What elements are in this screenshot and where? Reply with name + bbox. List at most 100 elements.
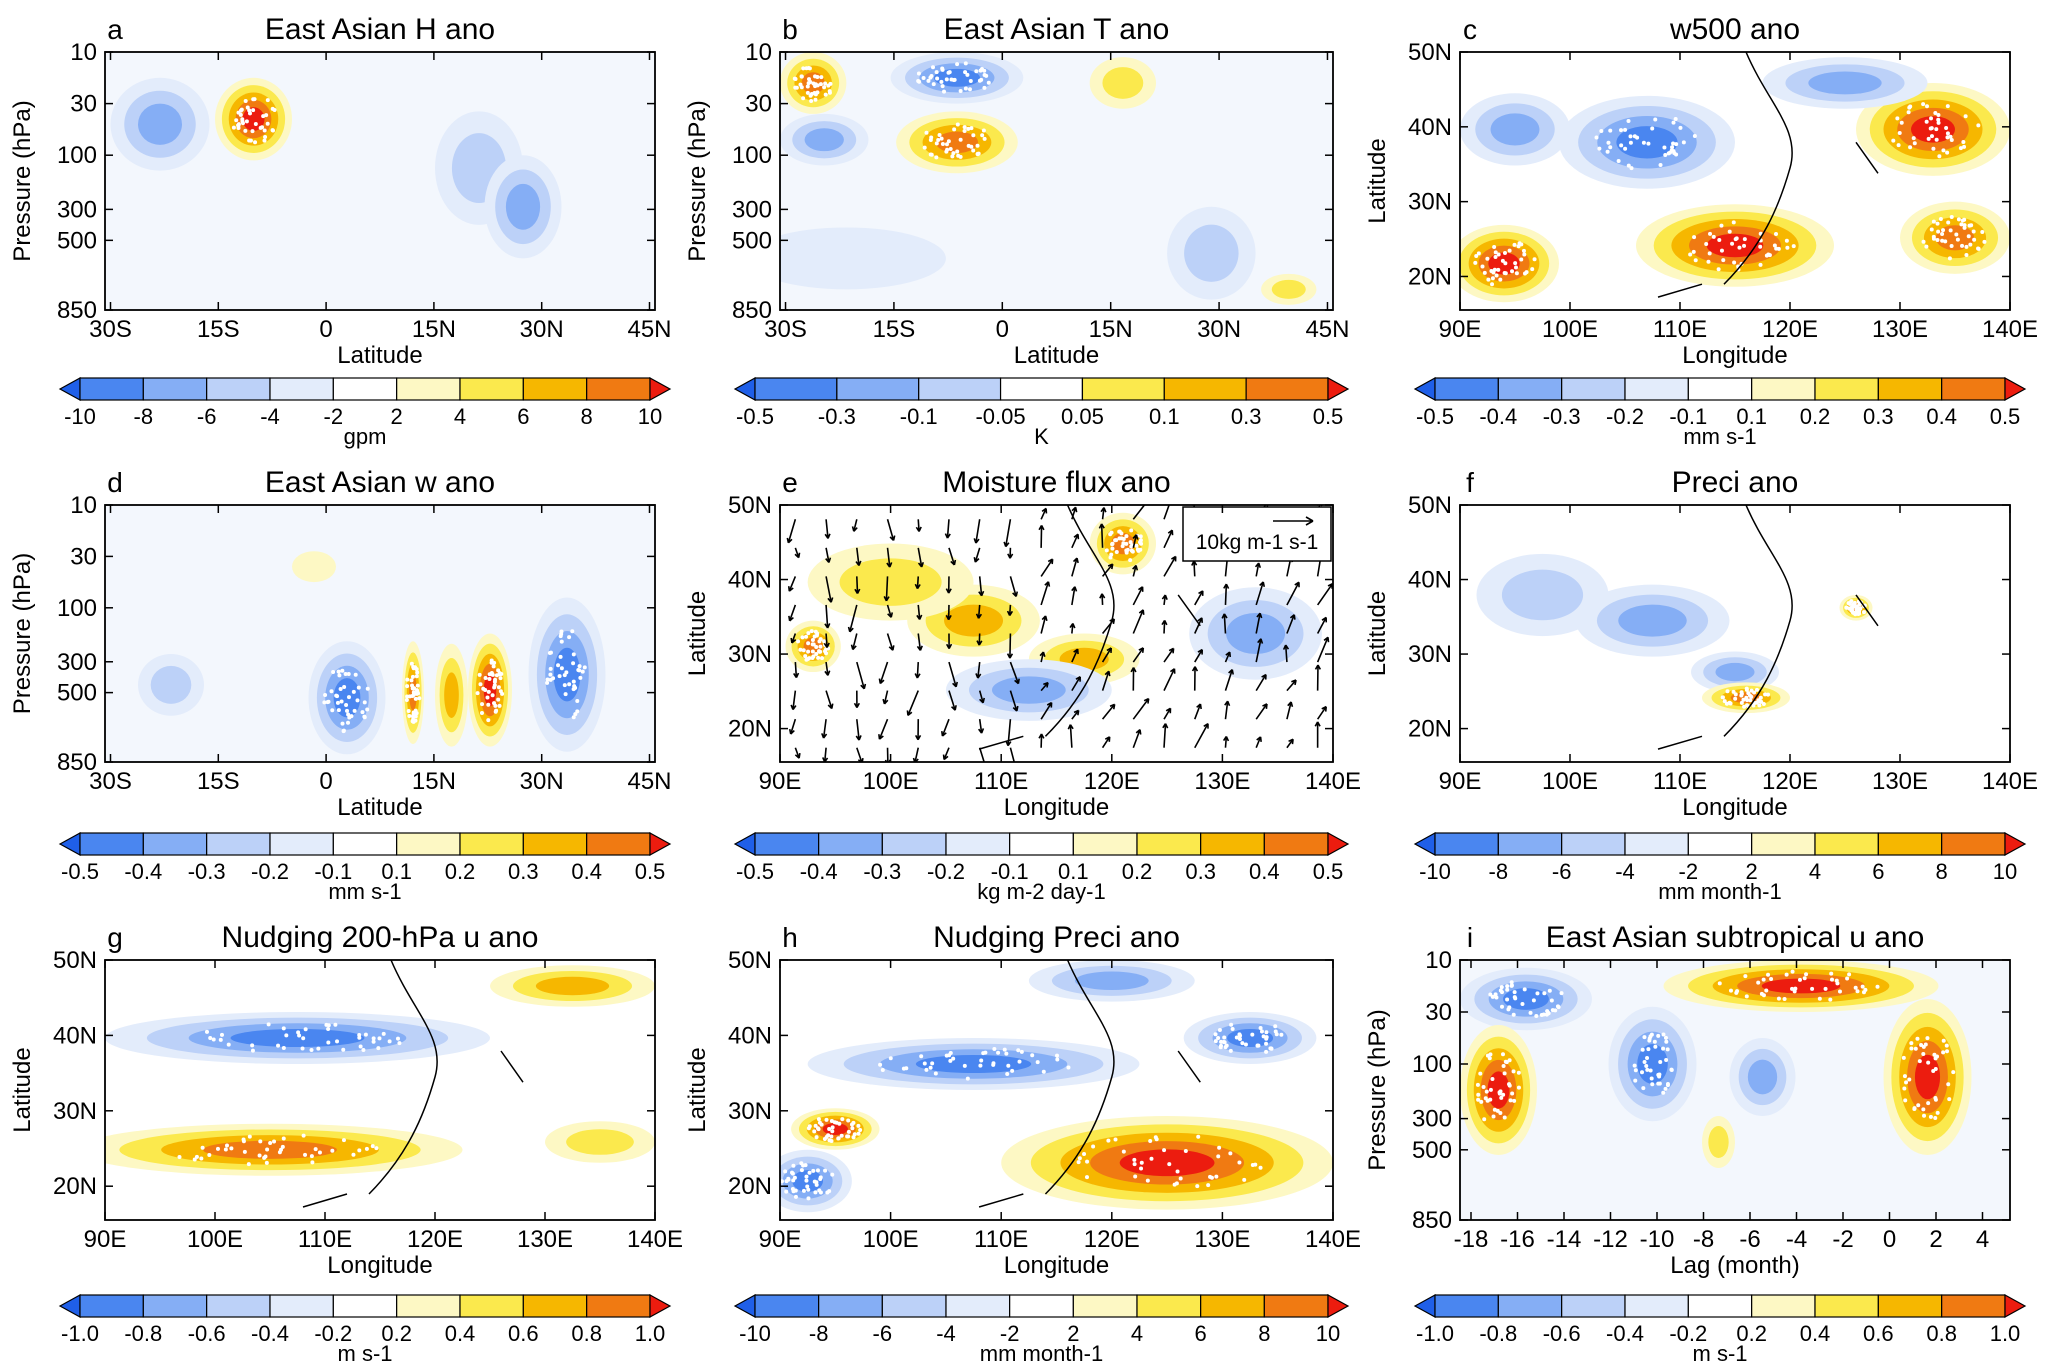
stipple-dot [810, 649, 815, 654]
flux-arrow [1316, 616, 1328, 634]
flux-arrow [1254, 562, 1262, 577]
y-tick-label: 20N [53, 1173, 97, 1200]
flux-arrow [821, 719, 828, 739]
stipple-dot [880, 1067, 885, 1072]
stipple-dot [830, 1129, 835, 1134]
stipple-dot [982, 85, 987, 90]
panel-title: East Asian T ano [944, 13, 1170, 46]
significance-stipple [1901, 1036, 1956, 1121]
stipple-dot [1742, 243, 1747, 248]
stipple-dot [1505, 997, 1510, 1002]
stipple-dot [1731, 220, 1736, 225]
stipple-dot [1744, 687, 1749, 692]
flux-arrow [1163, 668, 1176, 691]
flux-arrow [1071, 557, 1079, 577]
stipple-dot [1915, 1036, 1920, 1041]
stipple-dot [919, 1054, 924, 1059]
stipple-dot [1623, 127, 1628, 132]
contour-neg-0-4 [915, 1054, 1032, 1074]
stipple-dot [1784, 972, 1789, 977]
stipple-dot [1912, 1106, 1917, 1111]
stipple-dot [496, 668, 501, 673]
stipple-dot [208, 1036, 213, 1041]
y-tick-label: 300 [732, 196, 772, 223]
stipple-dot [1647, 1036, 1652, 1041]
contour-pos-4-5 [1914, 1054, 1941, 1100]
stipple-dot [1674, 152, 1679, 157]
stipple-dot [1667, 150, 1672, 155]
stipple-dot [351, 1152, 356, 1157]
x-tick-label: 15N [412, 316, 456, 343]
stipple-dot [199, 1156, 204, 1161]
panel-letter: c [1463, 14, 1477, 45]
stipple-dot [1847, 972, 1852, 977]
stipple-dot [1217, 1027, 1222, 1032]
colorbar-tick-label: 0.6 [1863, 1321, 1894, 1346]
stipple-dot [1642, 1035, 1647, 1040]
colorbar-segment [1814, 1294, 1879, 1318]
stipple-dot [1749, 688, 1754, 693]
colorbar-tick-label: -0.2 [251, 859, 289, 884]
stipple-dot [803, 654, 808, 659]
colorbar-arrow-left [1413, 831, 1436, 857]
colorbar-tick-label: -0.2 [314, 1321, 352, 1346]
colorbar-units: K [1034, 424, 1049, 449]
plot-frame [779, 504, 1334, 763]
stipple-dot [1948, 228, 1953, 233]
flux-arrow [1038, 733, 1045, 748]
flux-arrow [940, 718, 950, 737]
stipple-dot [301, 1133, 306, 1138]
stipple-dot [992, 1046, 997, 1051]
stipple-dot [262, 128, 267, 133]
stipple-dot [376, 1046, 381, 1051]
stipple-dot [806, 649, 811, 654]
colorbar-segment [1561, 832, 1626, 856]
flux-arrow [1163, 505, 1170, 520]
stipple-dot [1492, 245, 1497, 250]
colorbar-tick-label: 0.3 [1185, 859, 1216, 884]
stipple-dot [496, 685, 501, 690]
stipple-dot [1479, 1099, 1484, 1104]
stipple-dot [1510, 269, 1515, 274]
x-tick-label: 120E [1084, 768, 1140, 795]
stipple-dot [1139, 1166, 1144, 1171]
stipple-dot [1980, 229, 1985, 234]
stipple-dot [1963, 114, 1968, 119]
flux-arrow [790, 690, 797, 711]
stipple-dot [1907, 1077, 1912, 1082]
colorbar-segment [522, 832, 588, 856]
stipple-dot [1722, 699, 1727, 704]
y-tick-label: 30N [728, 641, 772, 668]
stipple-dot [811, 81, 816, 86]
stipple-dot [1931, 236, 1936, 241]
stipple-dot [281, 1136, 286, 1141]
stipple-dot [803, 1163, 808, 1168]
stipple-dot [955, 122, 960, 127]
stipple-dot [1721, 258, 1726, 263]
stipple-dot [303, 1027, 308, 1032]
stipple-dot [798, 647, 803, 652]
stipple-dot [971, 133, 976, 138]
stipple-dot [1496, 267, 1501, 272]
stipple-dot [409, 678, 414, 683]
colorbar-tick-label: 0.3 [1863, 404, 1894, 429]
contour-neg-6-1 [780, 227, 946, 290]
y-tick-label: 10 [70, 39, 97, 66]
colorbar-segment [1561, 1294, 1626, 1318]
stipple-dot [922, 1061, 927, 1066]
stipple-dot [1487, 1056, 1492, 1061]
colorbar-arrow-left [58, 831, 81, 857]
y-tick-label: 20N [728, 716, 772, 743]
stipple-dot [1237, 1037, 1242, 1042]
x-tick-label: 0 [319, 768, 332, 795]
stipple-dot [1954, 232, 1959, 237]
stipple-dot [362, 715, 367, 720]
stipple-dot [952, 127, 957, 132]
stipple-dot [1748, 698, 1753, 703]
colorbar-tick-label: -0.3 [863, 859, 901, 884]
stipple-dot [851, 1120, 856, 1125]
stipple-dot [1195, 1184, 1200, 1189]
stipple-dot [1733, 692, 1738, 697]
x-tick-label: 110E [974, 1226, 1028, 1253]
colorbar-segment [1163, 377, 1247, 401]
